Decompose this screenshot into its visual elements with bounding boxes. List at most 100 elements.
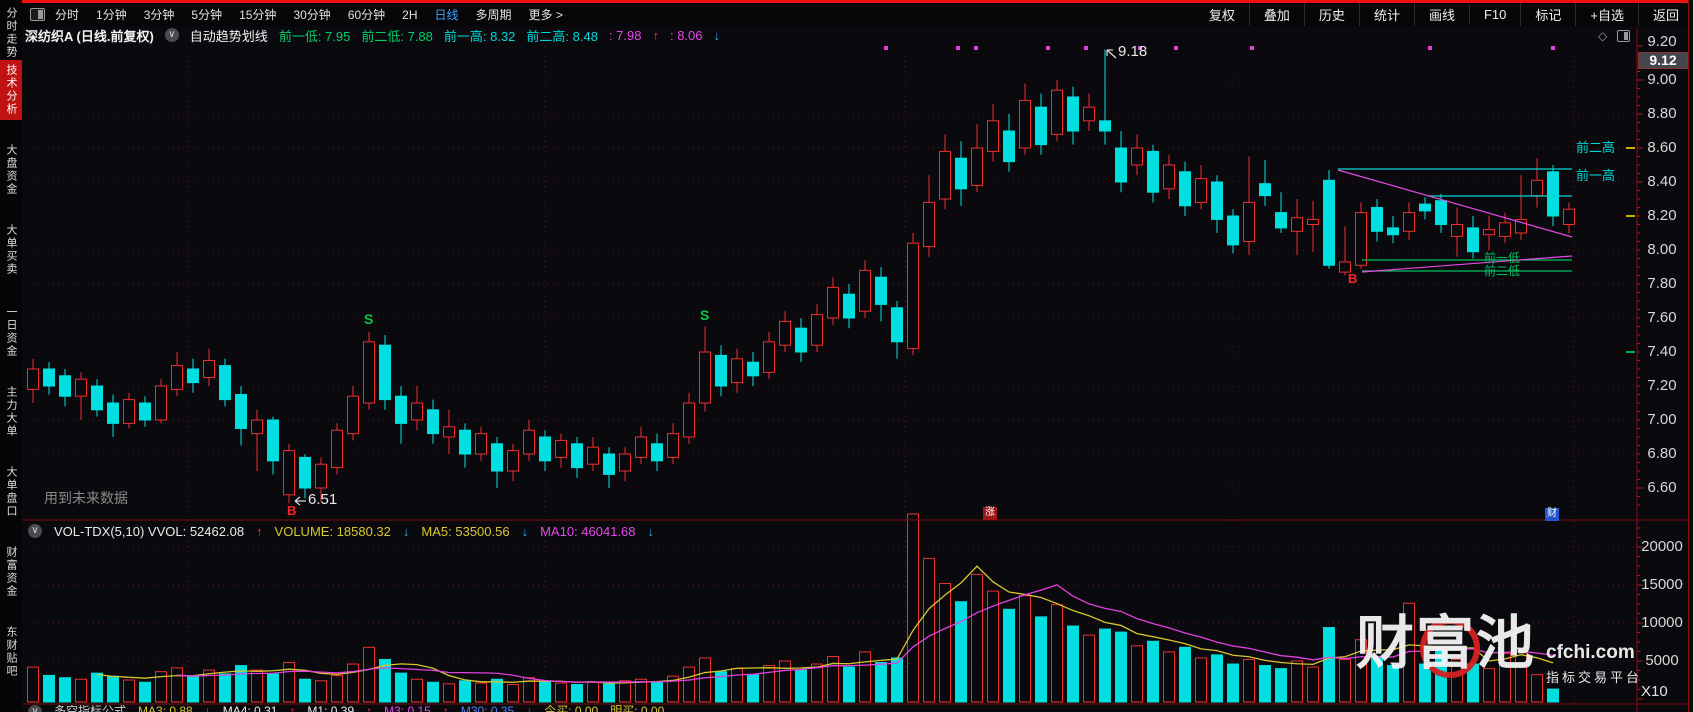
candle-body	[1403, 212, 1415, 232]
price-tick-label: 8.60	[1647, 139, 1677, 156]
watermark-ring	[1420, 618, 1480, 678]
action-+自选[interactable]: +自选	[1575, 3, 1638, 26]
tab-多周期[interactable]: 多周期	[475, 8, 512, 22]
header-segment: 前一高: 8.32	[443, 28, 516, 44]
signal-dot	[956, 46, 960, 50]
tab-更多 >[interactable]: 更多 >	[528, 8, 563, 22]
candle-body	[1339, 261, 1351, 273]
volume-bar	[363, 646, 375, 703]
price-tick-label: 8.00	[1647, 241, 1677, 258]
candle-body	[27, 368, 39, 390]
sidebar-item-财富资金[interactable]: 财富资金	[5, 546, 17, 598]
future-data-note: 用到未来数据	[44, 490, 128, 506]
volume-bar	[1547, 688, 1559, 703]
volume-bar	[1051, 604, 1063, 703]
candle-body	[907, 242, 919, 350]
watermark: 财富池 cfchi.com 指标交易平台	[1356, 604, 1642, 686]
tab-1分钟[interactable]: 1分钟	[96, 8, 127, 22]
action-复权[interactable]: 复权	[1208, 8, 1235, 23]
buy-signal-2: B	[1348, 271, 1358, 286]
candle-body	[539, 436, 551, 462]
candle-body	[1003, 130, 1015, 163]
event-badge-zhang: 涨	[983, 507, 997, 520]
collapse-chevron-icon[interactable]: ∨	[164, 28, 179, 42]
sidebar-item-一日资金[interactable]: 一日资金	[5, 306, 17, 358]
price-tick-label: 7.40	[1647, 343, 1677, 360]
drawn-line	[1106, 49, 1117, 59]
axis-mark	[1626, 215, 1635, 217]
timeframe-tabs: 分时 1分钟 3分钟 5分钟 15分钟 30分钟 60分钟 2H 日线 多周期 更多 >	[55, 6, 563, 23]
candle-body	[283, 450, 295, 496]
volume-bar	[1067, 625, 1079, 703]
window-split-icon[interactable]	[30, 8, 45, 21]
candle-body	[187, 368, 199, 384]
volume-bar	[1179, 646, 1191, 703]
sidebar-item-大盘资金[interactable]: 大盘资金	[5, 144, 17, 196]
volume-bar	[1291, 660, 1303, 703]
candle-body	[939, 150, 951, 200]
chart-header: 深纺织A (日线.前复权) ∨ 自动趋势划线 前一低: 7.95 前二低: 7.88 前一…	[25, 25, 720, 45]
volume-bar	[219, 673, 231, 703]
volume-bar	[923, 557, 935, 703]
action-画线[interactable]: 画线	[1413, 3, 1469, 26]
tab-3分钟[interactable]: 3分钟	[143, 8, 175, 22]
action-返回[interactable]: 返回	[1637, 3, 1693, 26]
candle-body	[571, 443, 583, 469]
candle-body	[795, 327, 807, 353]
price-tick-label: 9.00	[1647, 71, 1677, 88]
candle-body	[155, 385, 167, 421]
trough-price-label: 6.51	[308, 491, 338, 508]
header-segment: M30: 0.35	[460, 705, 515, 712]
volume-bar	[571, 684, 583, 703]
action-叠加[interactable]: 叠加	[1248, 3, 1304, 26]
header-segment: MA3: 0.88	[138, 705, 193, 712]
volume-bar	[1019, 595, 1031, 703]
collapse-chevron-icon[interactable]: ∨	[28, 705, 42, 712]
header-segment: MA5: 53500.56	[421, 523, 510, 539]
tab-15分钟[interactable]: 15分钟	[239, 8, 277, 22]
label-prev-low-1: 前一低	[1484, 251, 1521, 265]
action-历史[interactable]: 历史	[1303, 3, 1359, 26]
volume-bar	[1499, 652, 1511, 703]
candle-body	[555, 439, 567, 458]
candle-body	[203, 360, 215, 378]
sidebar-item-分时走势[interactable]: 分时走势	[5, 7, 17, 59]
volume-bar	[155, 671, 167, 703]
action-F10[interactable]: F10	[1468, 5, 1520, 24]
signal-dot	[1174, 46, 1178, 50]
price-tick-label: 7.20	[1647, 377, 1677, 394]
label-prev-low-2: 前二低	[1484, 264, 1521, 278]
volume-bar	[187, 676, 199, 703]
volume-bar	[539, 681, 551, 703]
tab-5分钟[interactable]: 5分钟	[191, 8, 223, 22]
collapse-chevron-icon[interactable]: ∨	[28, 524, 42, 538]
tab-日线[interactable]: 日线	[434, 8, 459, 22]
diamond-icon[interactable]: ◇	[1598, 29, 1608, 43]
tab-30分钟[interactable]: 30分钟	[293, 8, 331, 22]
volume-pane-header: ∨ VOL-TDX(5,10) VVOL: 52462.08 ↑ VOLUME: 18…	[28, 522, 654, 540]
action-标记[interactable]: 标记	[1520, 3, 1575, 26]
tab-分时[interactable]: 分时	[55, 8, 80, 22]
chart-corner-icons: ◇	[1598, 29, 1631, 43]
header-segment: M1: 0.39	[307, 705, 355, 712]
candle-body	[219, 365, 231, 401]
header-segment: ↓	[647, 523, 655, 539]
signal-dot	[1250, 46, 1254, 50]
price-axis: 9.20 9.12 9.00 8.80 8.60 8.40 8.20 8.00 7.80 7.…	[1637, 0, 1693, 712]
candle-body	[1451, 224, 1463, 237]
sidebar-item-大单买卖[interactable]: 大单买卖	[5, 224, 17, 276]
sidebar-item-技术分析[interactable]: 技术分析	[0, 60, 22, 120]
sidebar-item-大单盘口[interactable]: 大单盘口	[5, 466, 17, 518]
volume-bar	[107, 675, 119, 703]
tab-2H[interactable]: 2H	[402, 7, 418, 22]
label-prev-high-2: 前二高	[1576, 140, 1616, 155]
price-tick-label: 8.20	[1647, 207, 1677, 224]
split-view-icon[interactable]	[1617, 30, 1631, 42]
volume-bar	[795, 669, 807, 703]
sidebar-item-东财贴吧[interactable]: 东财贴吧	[5, 626, 17, 678]
volume-bar	[603, 683, 615, 703]
sidebar-item-主力大单[interactable]: 主力大单	[5, 386, 17, 438]
volume-bar	[891, 657, 903, 703]
action-统计[interactable]: 统计	[1358, 3, 1414, 26]
tab-60分钟[interactable]: 60分钟	[347, 8, 386, 22]
